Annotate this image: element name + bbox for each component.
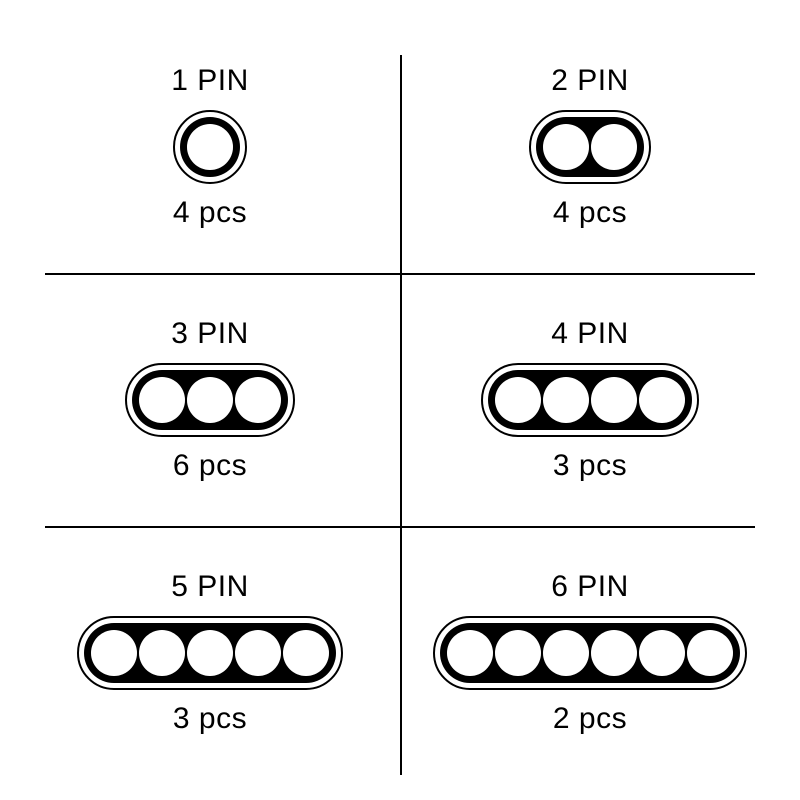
cell-qty: 2 pcs bbox=[553, 704, 627, 734]
cell-1-pin: 1 PIN 4 pcs bbox=[20, 20, 400, 273]
connector-5-pin bbox=[76, 616, 344, 690]
cell-2-pin: 2 PIN 4 pcs bbox=[400, 20, 780, 273]
cell-title: 4 PIN bbox=[551, 319, 629, 349]
cell-title: 3 PIN bbox=[171, 319, 249, 349]
horizontal-divider-1 bbox=[45, 273, 755, 275]
connector-2-pin bbox=[528, 110, 652, 184]
cell-title: 6 PIN bbox=[551, 572, 629, 602]
cell-5-pin: 5 PIN 3 pcs bbox=[20, 526, 400, 780]
cell-6-pin: 6 PIN 2 pcs bbox=[400, 526, 780, 780]
cell-title: 2 PIN bbox=[551, 66, 629, 96]
horizontal-divider-2 bbox=[45, 526, 755, 528]
vertical-divider bbox=[400, 55, 402, 775]
cell-qty: 4 pcs bbox=[553, 198, 627, 228]
cell-qty: 4 pcs bbox=[173, 198, 247, 228]
connector-grid: 1 PIN 4 pcs 2 PIN 4 pcs 3 PIN 6 pcs 4 PI… bbox=[20, 20, 780, 780]
connector-4-pin bbox=[480, 363, 700, 437]
cell-qty: 6 pcs bbox=[173, 451, 247, 481]
cell-4-pin: 4 PIN 3 pcs bbox=[400, 273, 780, 526]
cell-title: 1 PIN bbox=[171, 66, 249, 96]
connector-1-pin bbox=[172, 110, 248, 184]
cell-qty: 3 pcs bbox=[553, 451, 627, 481]
page: 1 PIN 4 pcs 2 PIN 4 pcs 3 PIN 6 pcs 4 PI… bbox=[0, 0, 800, 800]
connector-3-pin bbox=[124, 363, 296, 437]
connector-6-pin bbox=[432, 616, 748, 690]
cell-3-pin: 3 PIN 6 pcs bbox=[20, 273, 400, 526]
cell-title: 5 PIN bbox=[171, 572, 249, 602]
cell-qty: 3 pcs bbox=[173, 704, 247, 734]
